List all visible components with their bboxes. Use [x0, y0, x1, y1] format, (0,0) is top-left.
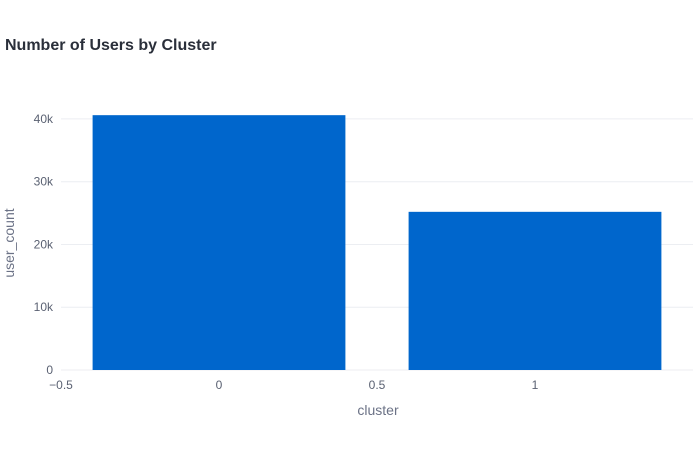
y-tick-label: 10k	[34, 300, 54, 314]
x-tick-label: 0.5	[369, 378, 386, 392]
bar-layer	[92, 115, 662, 370]
chart-title: Number of Users by Cluster	[5, 37, 217, 54]
y-tick-label: 30k	[34, 175, 54, 189]
x-axis-title: cluster	[357, 402, 399, 418]
y-tick-label: 20k	[34, 237, 54, 251]
x-tick-label: 1	[532, 378, 539, 392]
bar-cluster-0[interactable]	[92, 115, 346, 370]
x-tick-label: 0	[216, 378, 223, 392]
bar-cluster-1[interactable]	[408, 211, 662, 370]
x-tick-label: −0.5	[49, 378, 73, 392]
y-axis-title: user_count	[1, 208, 17, 277]
y-tick-label: 0	[46, 363, 53, 377]
x-tick-labels: −0.5 0 0.5 1	[49, 378, 539, 392]
y-tick-label: 40k	[34, 112, 54, 126]
y-tick-labels: 0 10k 20k 30k 40k	[34, 112, 54, 377]
